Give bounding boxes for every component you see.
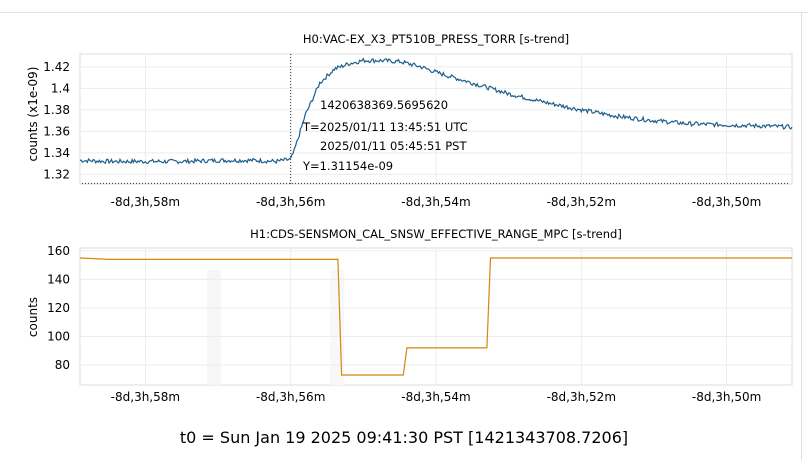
x-tick-label: -8d,3h,52m (547, 195, 616, 209)
y-tick-label: 160 (47, 244, 70, 258)
x-tick-label: -8d,3h,50m (692, 195, 761, 209)
plot1-chart[interactable]: 1.32 1.34 1.36 1.38 1.4 1.42 -8d,3h,58m -8d,3h… (0, 40, 808, 260)
y-tick-label: 100 (47, 329, 70, 343)
plot2-chart[interactable]: 80 100 120 140 160 -8d,3h,58m -8d,3h,56m -8d,3… (0, 240, 808, 420)
plot2-faint-band (207, 270, 221, 385)
y-tick-label: 1.34 (43, 146, 70, 160)
x-tick-label: -8d,3h,54m (401, 390, 470, 404)
y-tick-label: 1.4 (51, 81, 70, 95)
plot1-series-line (79, 57, 793, 165)
y-tick-label: 1.38 (43, 103, 70, 117)
y-tick-label: 1.36 (43, 124, 70, 138)
y-tick-label: 1.42 (43, 60, 70, 74)
cursor-utc-label: T=2025/01/11 13:45:51 UTC (302, 120, 468, 134)
plot1-title: H0:VAC-EX_X3_PT510B_PRESS_TORR [s-trend] (302, 32, 570, 46)
x-tick-label: -8d,3h,58m (111, 195, 180, 209)
window-top-bar (0, 0, 808, 13)
y-tick-label: 1.32 (43, 167, 70, 181)
window-right-border (801, 12, 802, 460)
x-tick-label: -8d,3h,54m (401, 195, 470, 209)
x-tick-label: -8d,3h,50m (692, 390, 761, 404)
cursor-y-label: Y=1.31154e-09 (302, 159, 393, 173)
x-tick-label: -8d,3h,56m (256, 390, 325, 404)
cursor-pst-label: 2025/01/11 05:45:51 PST (320, 139, 467, 153)
x-tick-label: -8d,3h,52m (547, 390, 616, 404)
plot2-title: H1:CDS-SENSMON_CAL_SNSW_EFFECTIVE_RANGE_… (250, 227, 622, 241)
y-tick-label: 120 (47, 301, 70, 315)
y-tick-label: 140 (47, 272, 70, 286)
plot2-series-line (79, 257, 792, 376)
x-tick-label: -8d,3h,58m (111, 390, 180, 404)
y-tick-label: 80 (55, 358, 70, 372)
x-tick-label: -8d,3h,56m (256, 195, 325, 209)
t0-footer: t0 = Sun Jan 19 2025 09:41:30 PST [14213… (179, 428, 629, 447)
cursor-gps-label: 1420638369.5695620 (320, 98, 448, 112)
